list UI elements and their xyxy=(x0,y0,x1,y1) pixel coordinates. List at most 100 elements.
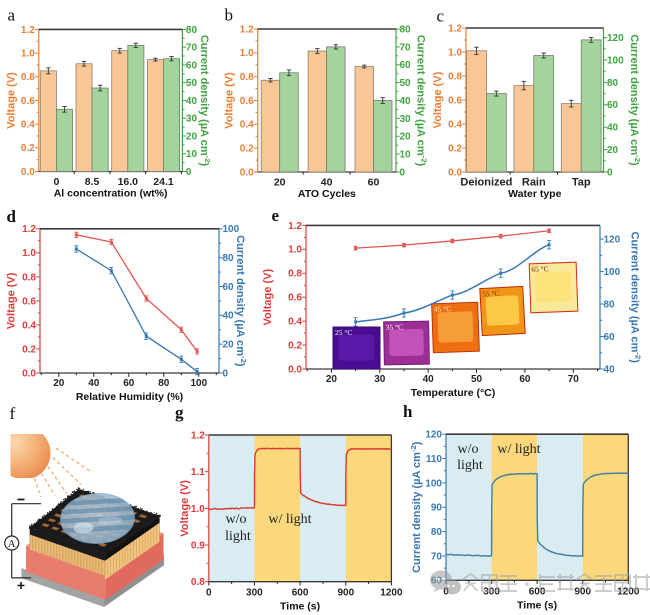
svg-text:16.0: 16.0 xyxy=(118,176,139,188)
svg-text:120: 120 xyxy=(604,234,621,245)
svg-text:0.8: 0.8 xyxy=(191,577,205,588)
svg-text:300: 300 xyxy=(246,588,263,599)
svg-text:0.4: 0.4 xyxy=(448,119,462,130)
svg-text:1200: 1200 xyxy=(380,588,403,599)
svg-text:1.2: 1.2 xyxy=(191,430,205,441)
svg-text:24.1: 24.1 xyxy=(153,176,174,188)
svg-text:40: 40 xyxy=(607,123,619,134)
svg-text:Current density (µA cm-2): Current density (µA cm-2) xyxy=(628,34,642,166)
svg-text:0.8: 0.8 xyxy=(240,72,254,83)
svg-text:0: 0 xyxy=(53,176,59,188)
svg-text:0.8: 0.8 xyxy=(21,72,35,83)
svg-text:0.2: 0.2 xyxy=(21,143,35,154)
svg-text:0.2: 0.2 xyxy=(288,341,302,352)
svg-text:1.1: 1.1 xyxy=(191,467,205,478)
svg-text:0.2: 0.2 xyxy=(448,143,462,154)
svg-text:40: 40 xyxy=(400,96,412,107)
svg-text:0.6: 0.6 xyxy=(240,96,254,107)
svg-text:a: a xyxy=(8,6,16,25)
svg-text:light: light xyxy=(457,458,483,473)
svg-text:60: 60 xyxy=(607,100,619,111)
svg-text:8.5: 8.5 xyxy=(85,176,100,188)
svg-text:110: 110 xyxy=(426,454,443,465)
svg-text:20: 20 xyxy=(186,131,198,142)
svg-text:40: 40 xyxy=(223,311,235,322)
svg-text:80: 80 xyxy=(431,527,443,538)
svg-text:d: d xyxy=(7,207,17,226)
svg-text:1.2: 1.2 xyxy=(288,221,302,232)
svg-text:0.0: 0.0 xyxy=(21,167,35,178)
svg-text:20: 20 xyxy=(400,132,412,143)
svg-text:0.6: 0.6 xyxy=(448,95,462,106)
svg-text:0.0: 0.0 xyxy=(240,167,254,178)
svg-text:1.2: 1.2 xyxy=(448,23,462,34)
svg-text:120: 120 xyxy=(607,33,624,44)
svg-text:0.4: 0.4 xyxy=(240,120,254,131)
svg-text:30: 30 xyxy=(400,114,412,125)
svg-text:80: 80 xyxy=(604,299,616,310)
svg-text:0.4: 0.4 xyxy=(22,320,36,331)
svg-text:600: 600 xyxy=(529,586,546,597)
svg-text:0.0: 0.0 xyxy=(448,167,462,178)
svg-text:1.0: 1.0 xyxy=(21,49,35,60)
svg-text:120: 120 xyxy=(425,430,442,441)
svg-text:20: 20 xyxy=(274,177,286,189)
svg-text:Voltage (V): Voltage (V) xyxy=(432,71,444,128)
svg-text:w/ light: w/ light xyxy=(268,512,311,527)
svg-text:30: 30 xyxy=(374,374,386,385)
svg-text:100: 100 xyxy=(604,267,621,278)
svg-text:40: 40 xyxy=(423,374,435,385)
svg-text:Voltage (V): Voltage (V) xyxy=(262,269,274,326)
svg-text:0: 0 xyxy=(223,368,229,379)
svg-text:55 °C: 55 °C xyxy=(482,289,500,299)
svg-text:80: 80 xyxy=(223,253,235,264)
svg-text:Water type: Water type xyxy=(508,188,561,200)
svg-text:Tap: Tap xyxy=(572,177,591,189)
svg-text:0.0: 0.0 xyxy=(288,364,302,375)
svg-text:100: 100 xyxy=(425,478,442,489)
svg-text:1.0: 1.0 xyxy=(288,245,302,256)
svg-text:70: 70 xyxy=(431,551,443,562)
svg-text:0.4: 0.4 xyxy=(288,317,302,328)
svg-text:w/o: w/o xyxy=(458,442,479,457)
svg-text:Current density (µA cm-2): Current density (µA cm-2) xyxy=(198,35,212,167)
svg-text:Voltage (V): Voltage (V) xyxy=(6,272,18,329)
svg-text:1.0: 1.0 xyxy=(191,504,205,515)
svg-text:20: 20 xyxy=(53,378,65,389)
svg-text:e: e xyxy=(272,206,280,225)
svg-text:60: 60 xyxy=(519,374,531,385)
svg-text:1.2: 1.2 xyxy=(22,224,36,235)
svg-text:Relative Humidity (%): Relative Humidity (%) xyxy=(76,391,183,403)
svg-text:60: 60 xyxy=(604,332,616,343)
svg-text:Time (s): Time (s) xyxy=(517,599,557,611)
svg-text:30: 30 xyxy=(186,114,198,125)
svg-text:Voltage (V): Voltage (V) xyxy=(224,72,236,129)
svg-text:60: 60 xyxy=(400,60,412,71)
svg-text:0.2: 0.2 xyxy=(22,344,36,355)
svg-text:g: g xyxy=(175,403,184,422)
svg-text:0.9: 0.9 xyxy=(191,540,205,551)
svg-text:Deionized: Deionized xyxy=(460,177,512,189)
svg-text:60: 60 xyxy=(223,282,235,293)
svg-text:70: 70 xyxy=(186,43,198,54)
svg-text:90: 90 xyxy=(431,503,443,514)
svg-text:40: 40 xyxy=(604,364,616,375)
svg-text:0.6: 0.6 xyxy=(288,293,302,304)
svg-text:0.0: 0.0 xyxy=(22,368,36,379)
svg-text:w/ light: w/ light xyxy=(497,442,540,457)
svg-text:A: A xyxy=(8,539,16,550)
svg-text:0.2: 0.2 xyxy=(240,144,254,155)
svg-text:100: 100 xyxy=(607,55,624,66)
svg-text:0: 0 xyxy=(607,167,613,178)
svg-text:1.0: 1.0 xyxy=(22,248,36,259)
svg-text:40: 40 xyxy=(186,96,198,107)
svg-text:10: 10 xyxy=(400,150,412,161)
svg-text:h: h xyxy=(403,402,413,421)
svg-text:100: 100 xyxy=(223,224,240,235)
svg-text:100: 100 xyxy=(190,378,207,389)
svg-text:25 °C: 25 °C xyxy=(335,328,352,337)
svg-text:c: c xyxy=(437,7,445,26)
svg-text:70: 70 xyxy=(568,374,580,385)
svg-text:b: b xyxy=(225,6,234,25)
svg-text:20: 20 xyxy=(326,374,338,385)
